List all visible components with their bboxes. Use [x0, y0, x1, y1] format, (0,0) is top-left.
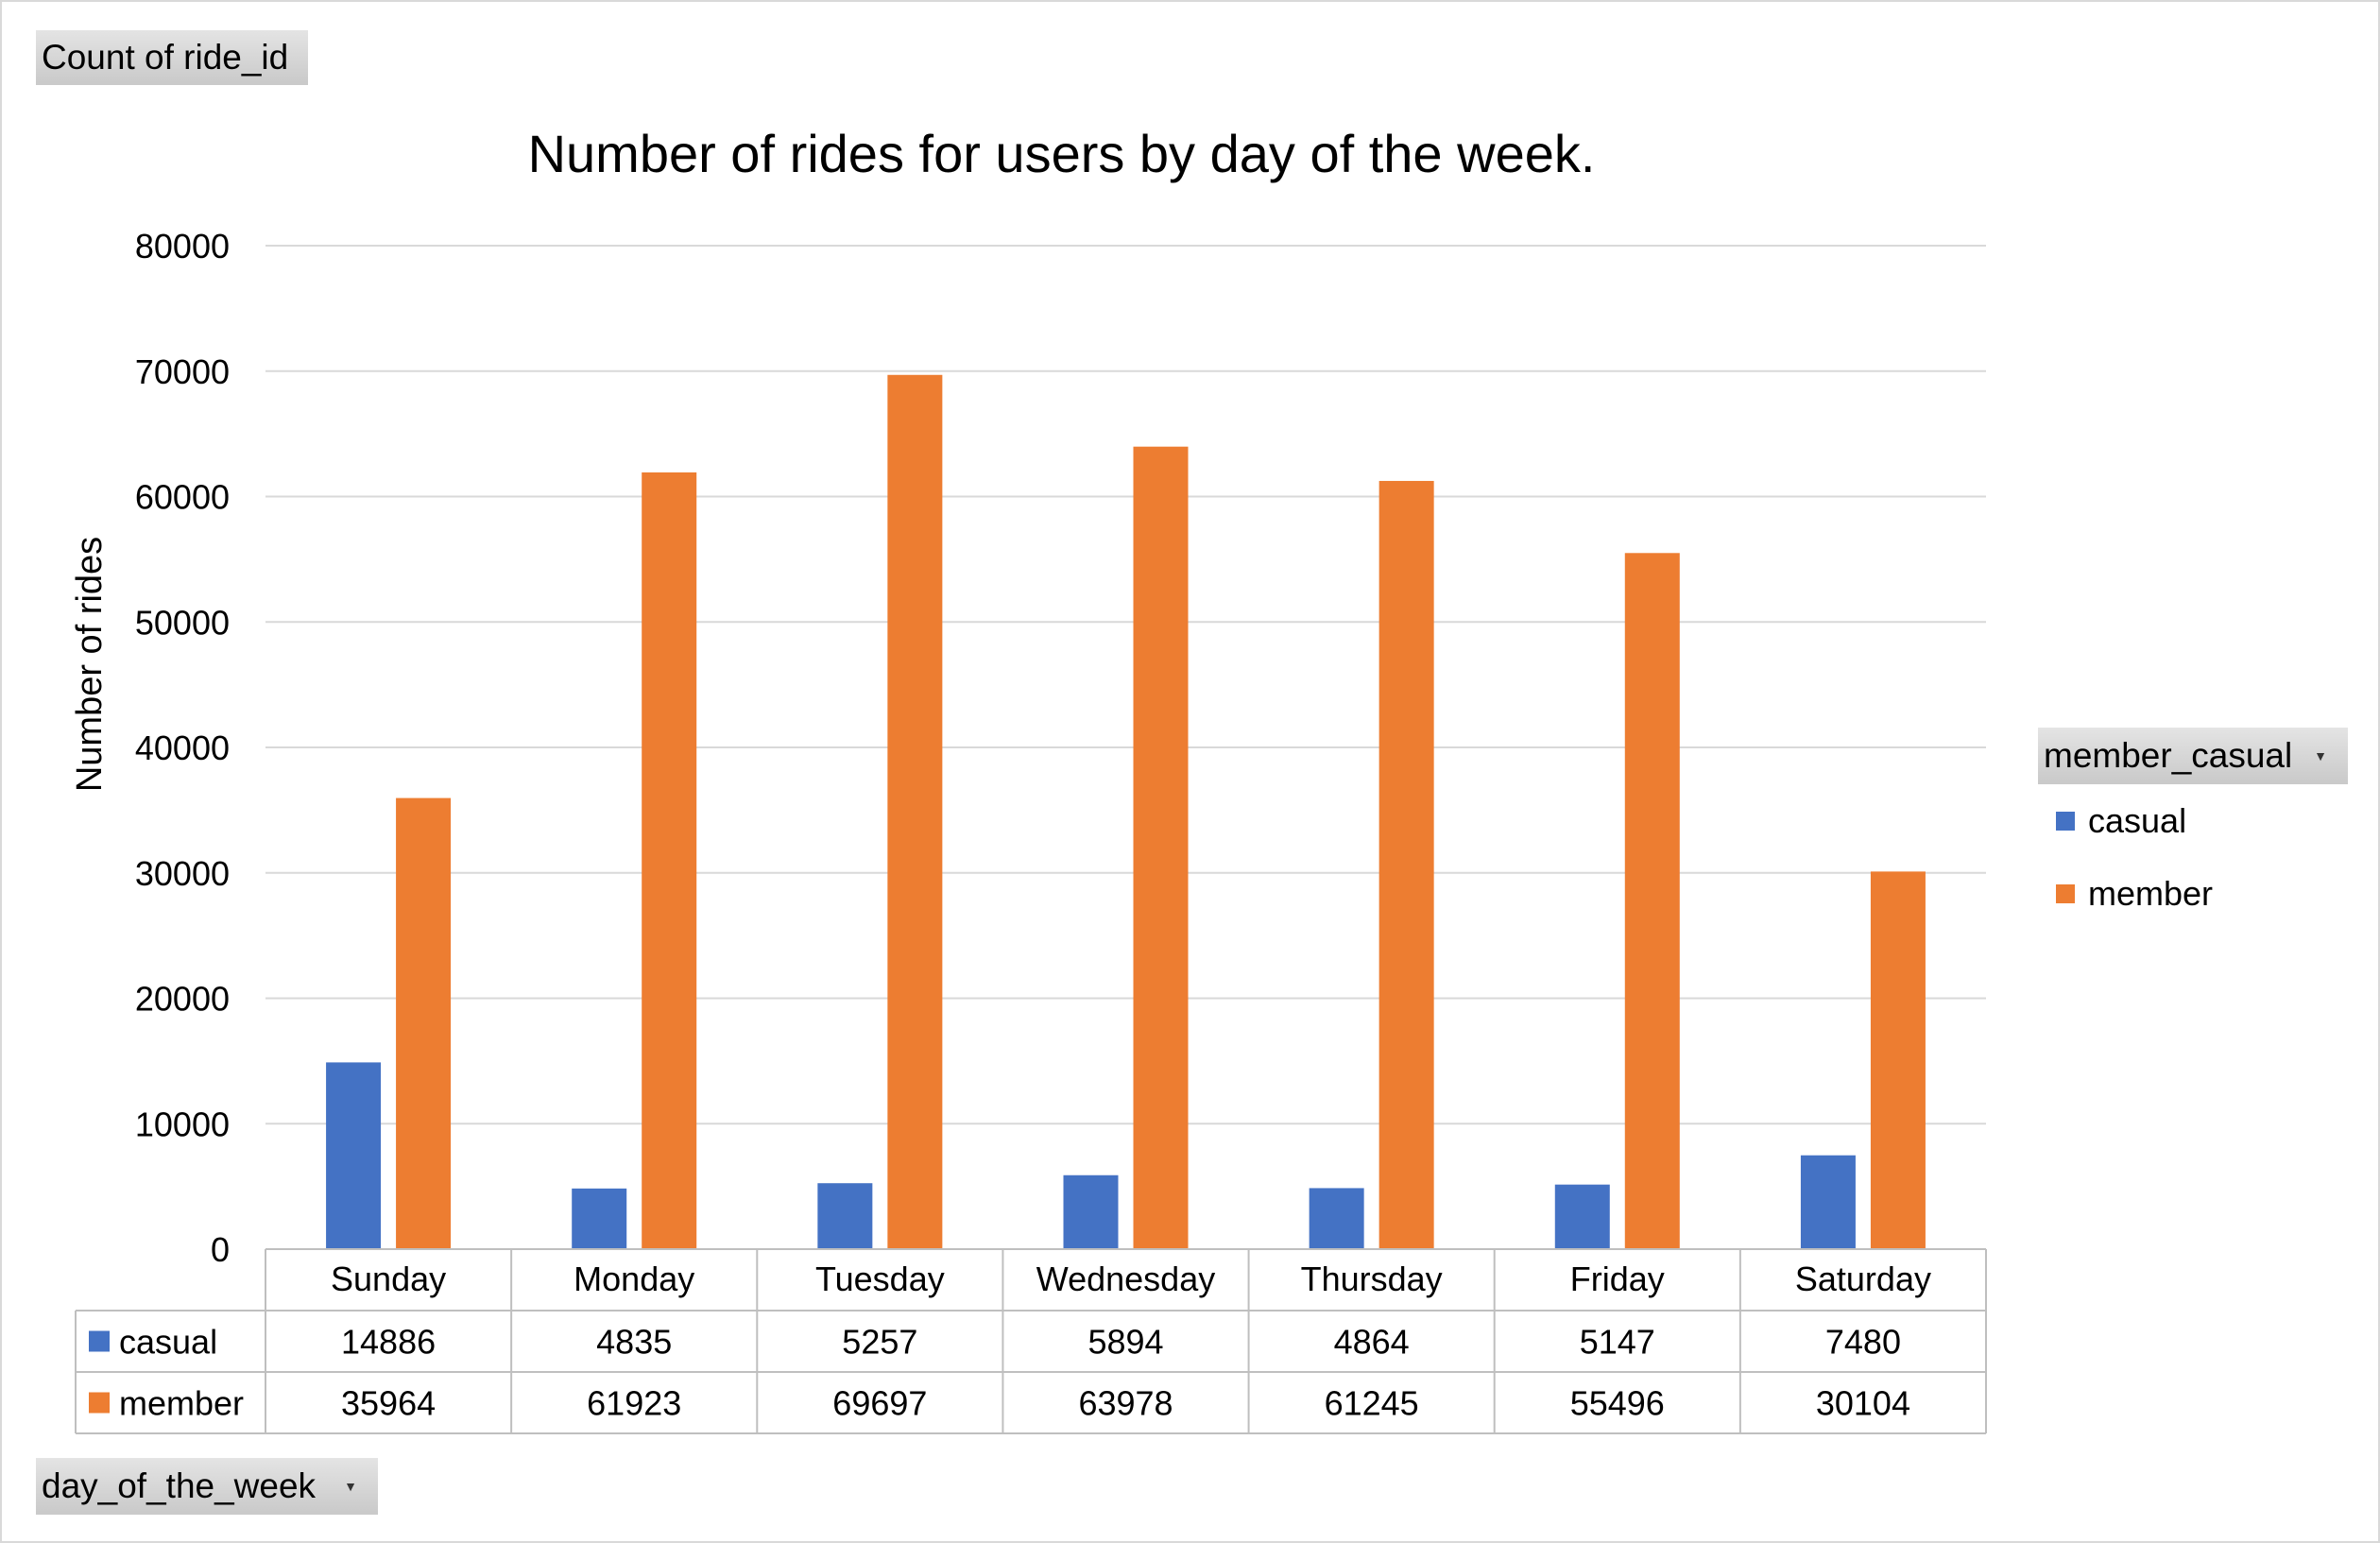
bar-casual-friday [1554, 1184, 1610, 1249]
bar-member-sunday [396, 797, 452, 1249]
y-tick-label: 30000 [135, 854, 230, 893]
table-cell-value: 30104 [1816, 1384, 1910, 1423]
y-tick-label: 20000 [135, 980, 230, 1019]
table-cell-value: 14886 [341, 1323, 436, 1362]
bar-member-wednesday [1133, 446, 1189, 1250]
bar-member-saturday [1870, 871, 1926, 1249]
table-legend-key-member [89, 1392, 110, 1414]
table-cell-value: 63978 [1078, 1384, 1173, 1423]
x-tick-label: Thursday [1301, 1260, 1443, 1298]
bar-casual-saturday [1800, 1155, 1856, 1249]
bar-casual-sunday [326, 1062, 382, 1249]
y-tick-label: 40000 [135, 729, 230, 767]
y-tick-label: 60000 [135, 478, 230, 517]
table-cell-value: 69697 [832, 1384, 927, 1423]
values-field-label: Count of ride_id [42, 38, 289, 77]
bar-casual-thursday [1309, 1188, 1364, 1249]
y-tick-label: 0 [211, 1230, 230, 1269]
bar-casual-tuesday [817, 1183, 873, 1249]
bar-member-thursday [1378, 480, 1434, 1249]
table-legend-key-casual [89, 1330, 110, 1352]
legend-item-member[interactable]: member [2056, 874, 2213, 914]
axis-field-button[interactable]: day_of_the_week ▼ [36, 1458, 378, 1515]
values-field-button[interactable]: Count of ride_id [36, 30, 308, 85]
x-tick-label: Sunday [331, 1260, 446, 1298]
bar-casual-monday [572, 1188, 627, 1249]
table-cell-value: 61245 [1325, 1384, 1419, 1423]
y-axis-label: Number of rides [70, 537, 110, 792]
legend-label-member: member [2088, 874, 2214, 913]
legend-item-casual[interactable]: casual [2056, 801, 2186, 841]
table-cell-value: 61923 [587, 1384, 681, 1423]
chart-title: Number of rides for users by day of the … [528, 124, 1596, 183]
legend-label-casual: casual [2088, 801, 2187, 840]
x-tick-label: Monday [574, 1260, 694, 1298]
y-tick-label: 10000 [135, 1105, 230, 1143]
x-tick-label: Saturday [1795, 1260, 1931, 1298]
bar-member-friday [1624, 553, 1680, 1249]
bar-casual-wednesday [1063, 1174, 1119, 1249]
y-tick-label: 50000 [135, 603, 230, 642]
bar-member-tuesday [887, 374, 943, 1249]
table-cell-value: 35964 [341, 1384, 436, 1423]
table-cell-value: 55496 [1570, 1384, 1665, 1423]
table-row-label: casual [119, 1323, 217, 1362]
legend-field-label: member_casual [2044, 736, 2293, 775]
table-cell-value: 5894 [1087, 1323, 1163, 1362]
legend-swatch-casual [2056, 812, 2075, 831]
legend-field-button[interactable]: member_casual ▼ [2038, 728, 2348, 784]
table-cell-value: 5147 [1580, 1323, 1655, 1362]
table-cell-value: 4864 [1334, 1323, 1410, 1362]
table-row-label: member [119, 1384, 244, 1423]
legend-swatch-member [2056, 884, 2075, 903]
x-tick-label: Tuesday [815, 1260, 945, 1298]
table-cell-value: 4835 [596, 1323, 672, 1362]
bar-member-monday [642, 471, 697, 1249]
dropdown-arrow-icon[interactable]: ▼ [2314, 748, 2327, 763]
y-tick-label: 80000 [135, 227, 230, 266]
x-tick-label: Wednesday [1036, 1260, 1215, 1298]
dropdown-arrow-icon[interactable]: ▼ [344, 1479, 357, 1494]
axis-field-label: day_of_the_week [42, 1466, 317, 1505]
x-tick-label: Friday [1570, 1260, 1665, 1298]
table-cell-value: 5257 [842, 1323, 917, 1362]
table-cell-value: 7480 [1825, 1323, 1901, 1362]
y-tick-label: 70000 [135, 352, 230, 391]
